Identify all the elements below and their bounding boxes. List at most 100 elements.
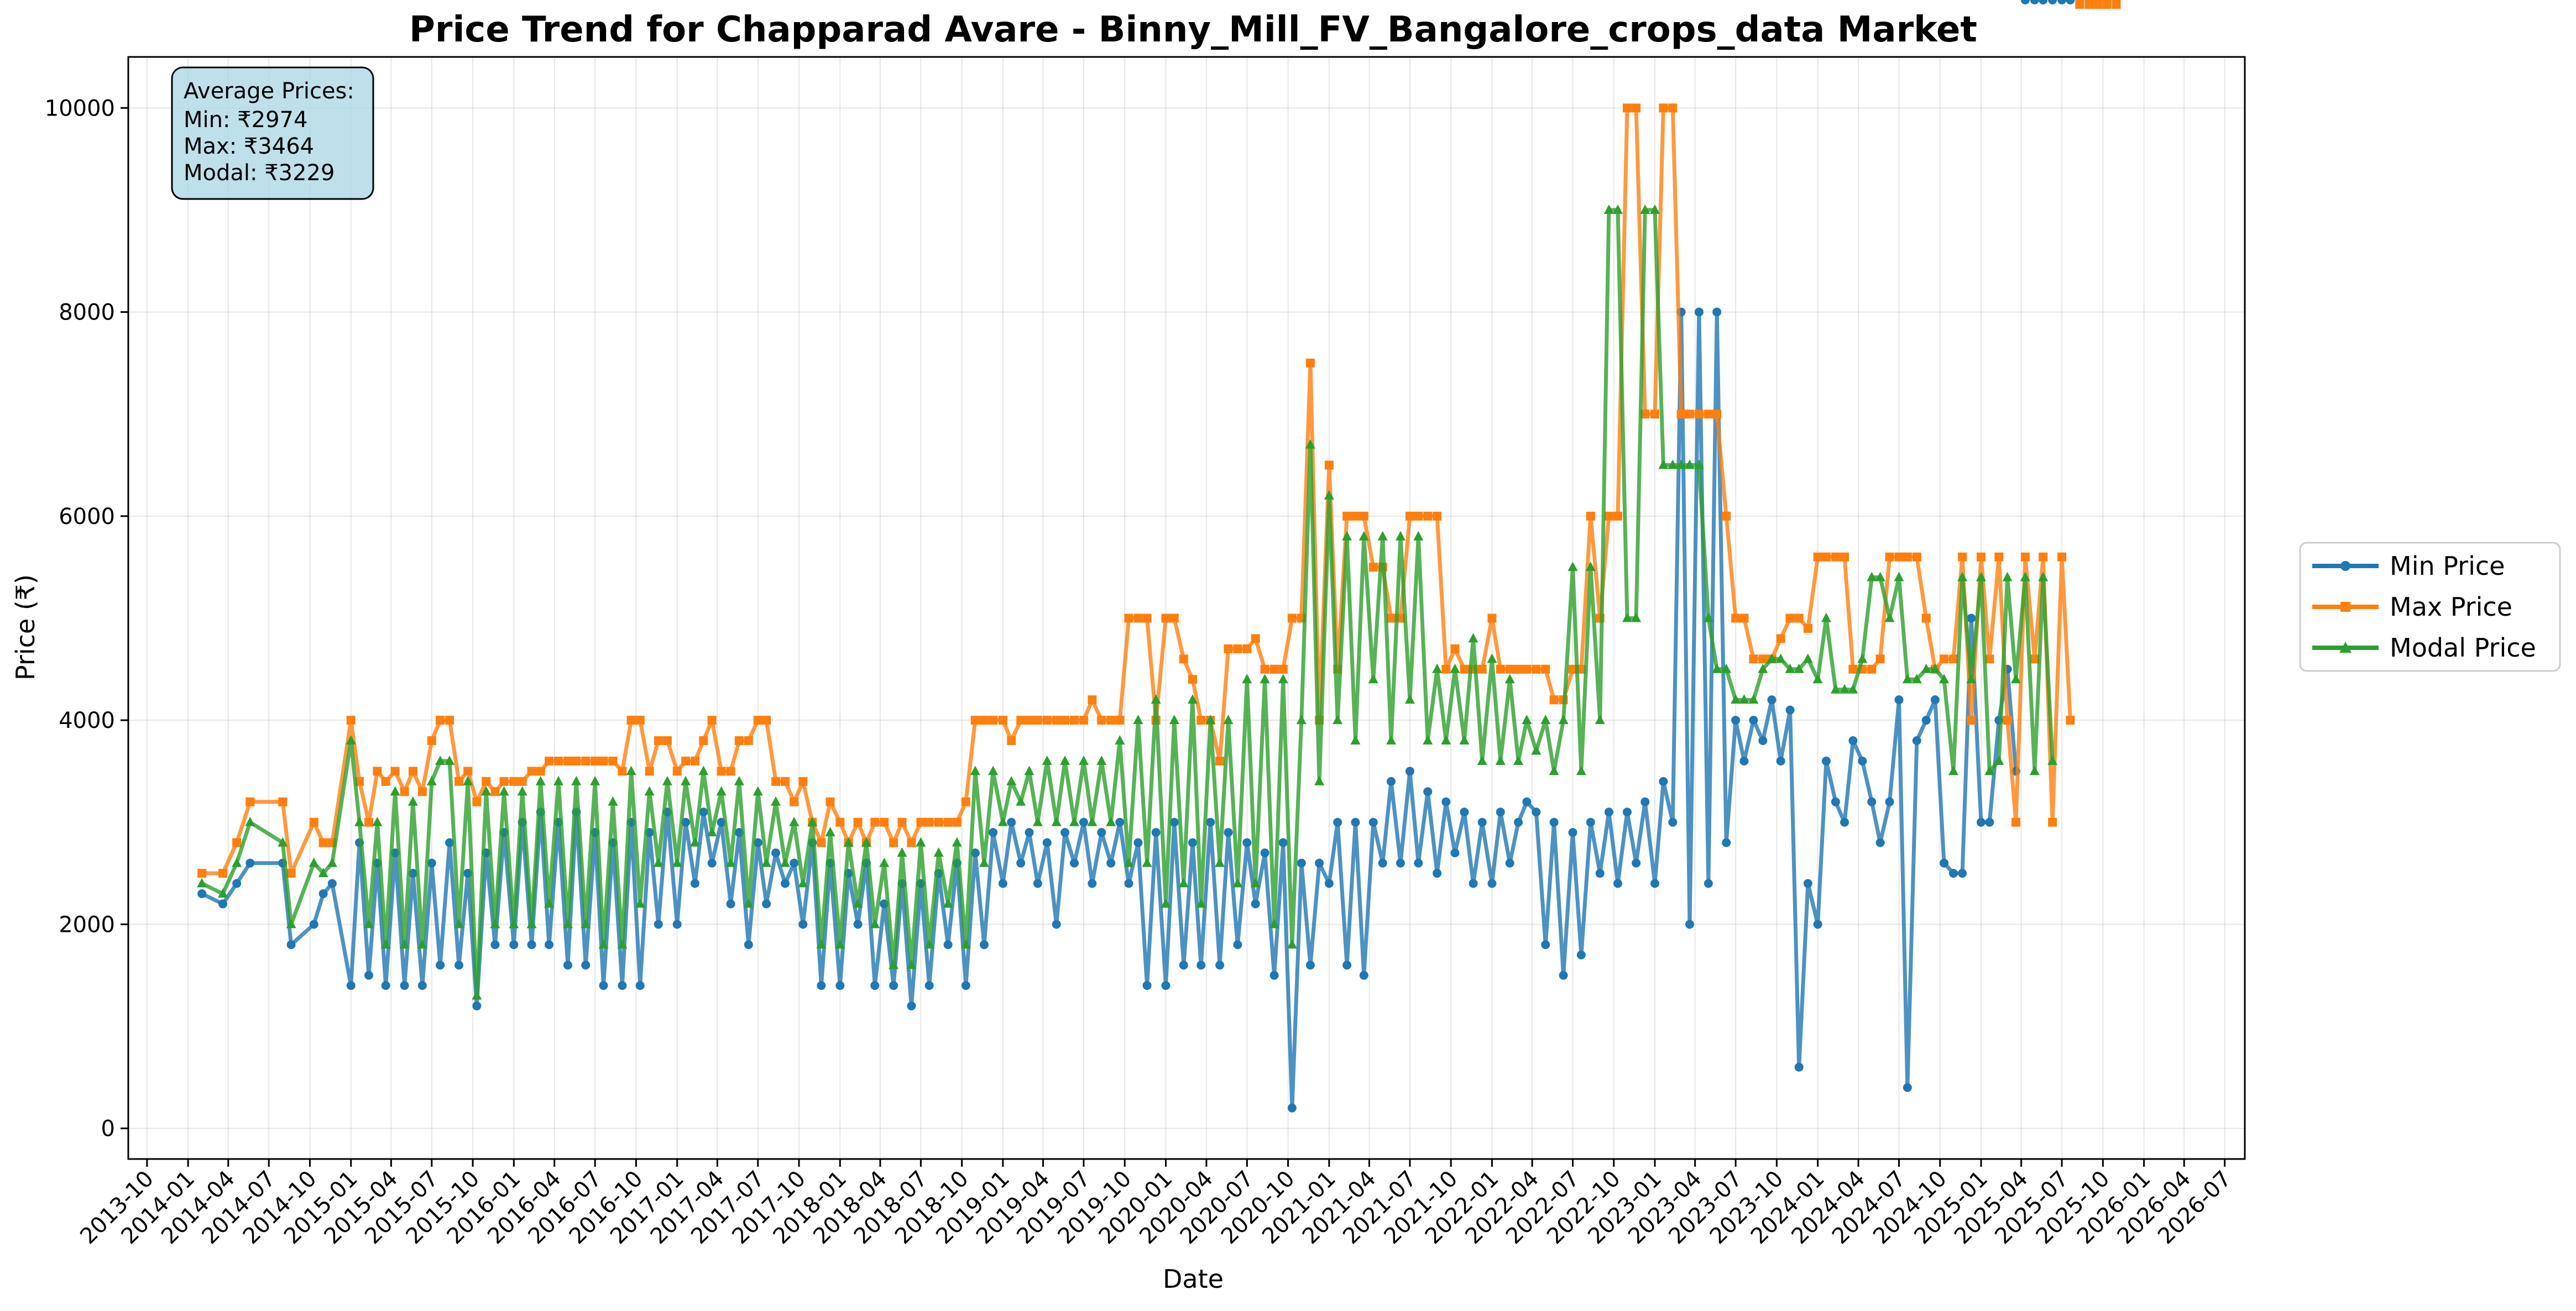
data-point-min-price	[1749, 716, 1758, 725]
data-point-max-price	[1007, 736, 1016, 746]
data-point-max-price	[1785, 613, 1795, 623]
data-point-max-price	[2030, 654, 2039, 664]
data-point-max-price	[1079, 716, 1088, 725]
data-point-min-price	[690, 879, 699, 888]
data-point-max-price	[1496, 664, 1505, 674]
data-point-min-price	[1106, 858, 1116, 868]
data-point-min-price	[218, 899, 228, 909]
data-point-max-price	[1813, 552, 1822, 562]
data-point-max-price	[1097, 716, 1106, 725]
y-tick-label: 4000	[59, 708, 115, 733]
data-point-modal-price	[1976, 571, 1987, 581]
data-point-max-price	[1088, 695, 1097, 705]
data-point-min-price	[1487, 879, 1497, 888]
data-point-modal-price	[771, 796, 781, 806]
data-point-max-price	[880, 817, 889, 827]
data-point-max-price	[734, 736, 744, 746]
data-point-max-price	[1133, 613, 1143, 623]
data-point-modal-price	[1631, 612, 1642, 622]
data-point-modal-price	[1223, 715, 1234, 725]
data-point-modal-price	[970, 765, 980, 775]
data-point-modal-price	[1703, 612, 1713, 622]
data-point-min-price	[970, 848, 980, 858]
data-point-modal-price	[1921, 663, 1931, 673]
data-point-min-price	[1604, 807, 1613, 817]
data-point-modal-price	[318, 868, 328, 878]
data-point-modal-price	[1169, 715, 1179, 725]
data-point-max-price	[707, 716, 717, 725]
data-point-max-price	[518, 777, 527, 786]
data-point-modal-price	[707, 827, 717, 837]
data-point-max-price	[1033, 716, 1042, 725]
data-point-min-price	[1359, 971, 1368, 980]
data-point-max-price	[373, 767, 382, 776]
data-point-min-price	[726, 899, 735, 909]
data-point-modal-price	[1712, 663, 1722, 673]
data-point-modal-price	[933, 847, 944, 857]
data-point-min-price	[1958, 869, 1967, 878]
data-point-modal-price	[1930, 663, 1940, 673]
data-point-max-price	[1342, 511, 1352, 521]
data-point-modal-price	[1377, 531, 1388, 541]
y-tick-label: 8000	[59, 300, 115, 326]
data-point-modal-price	[2047, 755, 2058, 765]
data-point-min-price	[943, 940, 953, 950]
data-point-min-price	[1549, 817, 1559, 827]
data-point-modal-price	[889, 959, 899, 969]
data-point-min-price	[853, 920, 863, 929]
data-point-min-price	[563, 961, 572, 970]
data-point-modal-price	[1350, 735, 1361, 745]
y-tick-label: 10000	[45, 96, 115, 121]
data-point-max-price	[1739, 613, 1749, 623]
data-point-min-price	[781, 879, 790, 888]
data-point-modal-price	[1567, 562, 1578, 571]
data-point-max-price	[245, 797, 255, 806]
data-point-max-price	[1423, 511, 1433, 521]
data-point-max-price	[554, 756, 563, 765]
data-point-min-price	[1088, 879, 1097, 888]
data-point-max-price	[907, 838, 916, 847]
data-point-max-price	[1532, 664, 1541, 674]
data-point-modal-price	[1368, 674, 1378, 684]
data-point-min-price	[1269, 971, 1279, 980]
data-point-max-price	[998, 716, 1007, 725]
data-point-modal-price	[716, 786, 727, 796]
data-point-min-price	[436, 961, 445, 970]
data-point-max-price	[1260, 664, 1269, 674]
data-point-min-price	[1985, 817, 1994, 827]
data-point-modal-price	[1342, 531, 1352, 541]
data-point-max-price	[672, 767, 682, 776]
data-point-modal-price	[608, 796, 618, 806]
data-point-min-price	[1396, 858, 1405, 868]
data-point-modal-price	[509, 919, 519, 929]
data-point-min-price	[699, 807, 708, 817]
data-point-modal-price	[399, 939, 410, 949]
data-point-modal-price	[1115, 735, 1125, 745]
data-point-modal-price	[1540, 715, 1551, 725]
data-point-max-price	[1179, 654, 1188, 664]
data-point-modal-price	[879, 857, 890, 867]
data-point-max-price	[1460, 664, 1469, 674]
data-point-max-price	[527, 767, 536, 776]
data-point-modal-price	[1087, 816, 1098, 826]
data-point-max-price	[1016, 716, 1026, 725]
data-point-min-price	[1016, 858, 1026, 868]
data-point-modal-price	[1957, 571, 1968, 581]
data-point-min-price	[1342, 961, 1352, 970]
data-point-min-price	[364, 971, 374, 980]
data-point-modal-price	[617, 939, 628, 949]
data-point-modal-price	[1124, 857, 1134, 867]
data-point-modal-price	[1650, 204, 1660, 214]
data-point-modal-price	[232, 857, 242, 867]
data-point-min-price	[1731, 716, 1741, 725]
data-point-modal-price	[1096, 755, 1107, 765]
series-line-modal-price	[201, 208, 2055, 998]
data-point-min-price	[979, 940, 989, 950]
data-point-modal-price	[517, 786, 527, 796]
data-point-max-price	[2066, 716, 2075, 725]
data-point-max-price	[232, 838, 242, 847]
data-point-modal-price	[1196, 898, 1206, 908]
data-point-min-price	[1903, 1083, 1912, 1092]
data-point-modal-price	[1242, 674, 1252, 684]
data-point-min-price	[1414, 858, 1423, 868]
